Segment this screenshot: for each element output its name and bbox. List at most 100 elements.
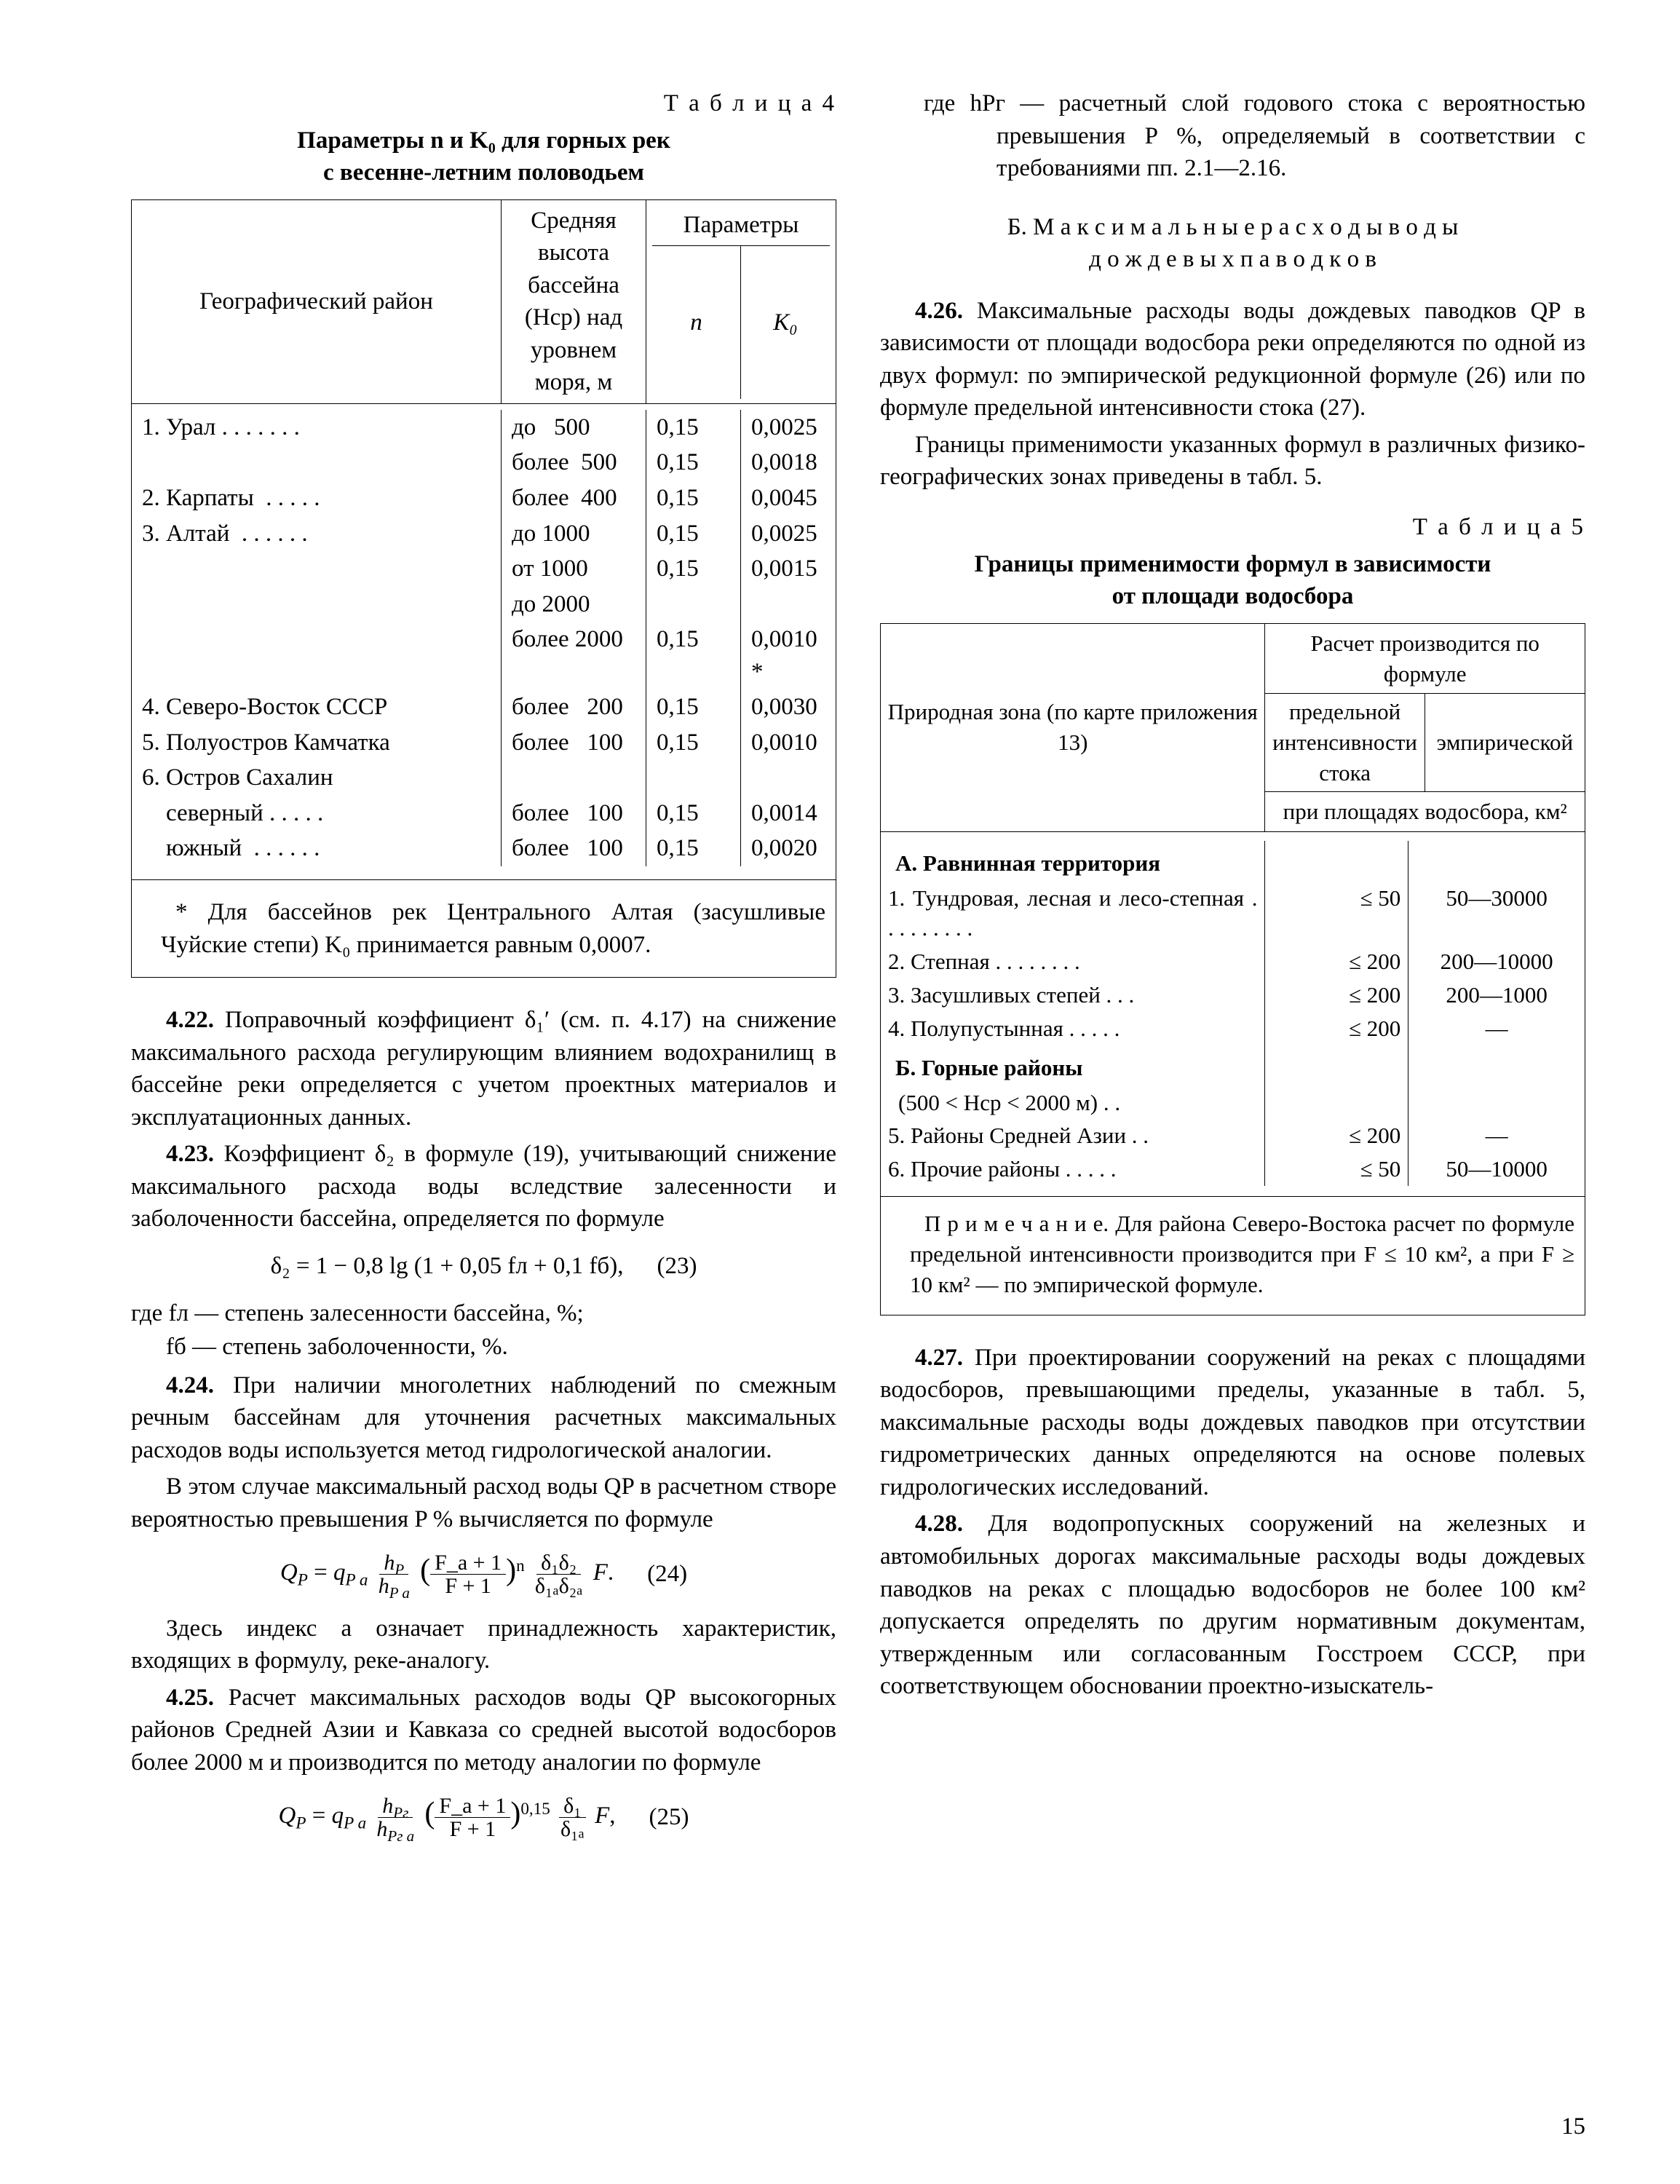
cell-k: 0,0025: [741, 410, 836, 446]
cell-limit: ≤ 200: [1264, 1012, 1408, 1045]
table4-h-geo: Географический район: [132, 200, 501, 403]
f25-exp: 0,15: [520, 1799, 550, 1818]
table5: Природная зона (по карте приложения 13) …: [880, 623, 1585, 1315]
cell-height: более 500: [501, 445, 646, 480]
def-hpg: где hPг — расчетный слой годового стока …: [880, 87, 1585, 185]
cell-empir: 200—10000: [1408, 945, 1585, 978]
para-4-24a-text: При наличии многолетних наблюдений по см…: [131, 1372, 836, 1463]
cell-geo: 5. Полуостров Камчатка: [132, 725, 501, 761]
para-4-28: 4.28. Для водопропускных сооружений на ж…: [880, 1508, 1585, 1702]
cell-empir: —: [1408, 1119, 1585, 1152]
table4-footnote: * Для бассейнов рек Центрального Алтая (…: [132, 879, 836, 977]
cell-n: [646, 760, 741, 796]
cell-n: 0,15: [646, 410, 741, 446]
f24-paren-den: F + 1: [440, 1575, 496, 1598]
table-row: более 5000,150,0018: [132, 445, 836, 480]
table5-section: Б. Горные районы: [881, 1045, 1264, 1086]
cell-k: 0,0015: [741, 551, 836, 587]
table-row: до 2000: [132, 587, 836, 622]
page: Т а б л и ц а 4 Параметры n и K₀ для гор…: [0, 0, 1680, 2184]
table-row: от 10000,150,0015: [132, 551, 836, 587]
table5-body: А. Равнинная территория1. Тундровая, лес…: [881, 832, 1585, 1196]
table4-body: 1. Урал . . . . . . .до 5000,150,0025бол…: [132, 404, 836, 879]
para-4-27-text: При проектировании сооружений на реках с…: [880, 1345, 1585, 1500]
f24-dfrac-num: δ₁δ₂: [536, 1551, 581, 1575]
cell-geo: 2. Карпаты . . . . .: [132, 480, 501, 516]
table-row: более 20000,150,0010 *: [132, 622, 836, 689]
table5-h-area: при площадях водосбора, км²: [1265, 791, 1585, 831]
cell-n: 0,15: [646, 796, 741, 831]
para-4-25: 4.25. Расчет максимальных расходов воды …: [131, 1682, 836, 1779]
table-row: 4. Северо-Восток СССРболее 2000,150,0030: [132, 689, 836, 725]
left-column: Т а б л и ц а 4 Параметры n и K₀ для гор…: [131, 87, 836, 2126]
cell-zone: 5. Районы Средней Азии . .: [881, 1119, 1264, 1152]
cell-limit: ≤ 50: [1264, 882, 1408, 946]
para-4-24a: 4.24. При наличии многолетних наблюдений…: [131, 1369, 836, 1467]
f25-dfrac-den: δ₁ₐ: [556, 1818, 589, 1841]
cell-geo: южный . . . . . .: [132, 831, 501, 866]
para-4-25-text: Расчет максимальных расходов воды QP выс…: [131, 1685, 836, 1776]
para-4-27: 4.27. При проектировании сооружений на р…: [880, 1342, 1585, 1504]
table5-title-l1: Границы применимости формул в зависимост…: [975, 551, 1491, 577]
table5-header: Природная зона (по карте приложения 13) …: [881, 624, 1585, 832]
table4: Географический район Средняя высота басс…: [131, 199, 836, 978]
table5-h-zone: Природная зона (по карте приложения 13): [881, 624, 1264, 831]
table5-h-right: Расчет производится по формуле предельно…: [1264, 624, 1585, 831]
cell-k: 0,0020: [741, 831, 836, 866]
para-4-23: 4.23. Коэффициент δ₂ в формуле (19), учи…: [131, 1138, 836, 1235]
cell-n: 0,15: [646, 689, 741, 725]
cell-zone: 4. Полупустынная . . . . .: [881, 1012, 1264, 1045]
cell-height: более 100: [501, 725, 646, 761]
table4-h-k: K₀: [741, 246, 830, 399]
cell-zone: 6. Прочие районы . . . . .: [881, 1152, 1264, 1186]
cell-n: 0,15: [646, 622, 741, 689]
cell-height: до 500: [501, 410, 646, 446]
table-row: 5. Районы Средней Азии . .≤ 200—: [881, 1119, 1585, 1152]
def-fb: fб — степень заболоченности, %.: [166, 1331, 836, 1364]
f25-dfrac-num: δ₁: [559, 1795, 586, 1819]
cell-empir: 200—1000: [1408, 978, 1585, 1012]
cell-n: 0,15: [646, 551, 741, 587]
cell-n: 0,15: [646, 445, 741, 480]
f25-paren-den: F + 1: [445, 1818, 501, 1841]
right-column: где hPг — расчетный слой годового стока …: [880, 87, 1585, 2126]
section-b-heading: Б. М а к с и м а л ь н ы е р а с х о д ы…: [880, 211, 1585, 276]
cell-empir: 50—30000: [1408, 882, 1585, 946]
para-4-26a: 4.26. Максимальные расходы воды дождевых…: [880, 295, 1585, 424]
table5-note: П р и м е ч а н и е. Для района Северо-В…: [881, 1196, 1585, 1315]
cell-n: 0,15: [646, 831, 741, 866]
table4-title-l1: Параметры n и K₀ для горных рек: [297, 127, 670, 154]
cell-n: 0,15: [646, 725, 741, 761]
cell-k: 0,0025: [741, 516, 836, 552]
table4-h-params: Параметры n K₀: [646, 200, 836, 403]
table4-h-height: Средняя высота бассейна (Hср) над уровне…: [501, 200, 646, 403]
table5-label: Т а б л и ц а 5: [880, 511, 1585, 544]
section-b-l2: д о ж д е в ы х п а в о д к о в: [1089, 246, 1376, 272]
para-4-23-text: Коэффициент δ₂ в формуле (19), учитывающ…: [131, 1141, 836, 1232]
cell-n: 0,15: [646, 516, 741, 552]
para-4-26b: Границы применимости указанных формул в …: [880, 429, 1585, 494]
table4-label: Т а б л и ц а 4: [131, 87, 836, 120]
cell-height: более 2000: [501, 622, 646, 689]
cell-geo: северный . . . . .: [132, 796, 501, 831]
formula-24-num: (24): [647, 1558, 687, 1591]
para-4-22-text: Поправочный коэффициент δ₁′ (см. п. 4.17…: [131, 1007, 836, 1131]
table4-h-n: n: [652, 246, 741, 399]
table-row: 1. Урал . . . . . . .до 5000,150,0025: [132, 410, 836, 446]
formula-23: δ₂ = 1 − 0,8 lg (1 + 0,05 fл + 0,1 fб), …: [131, 1250, 836, 1283]
cell-k: 0,0045: [741, 480, 836, 516]
cell-zone: 2. Степная . . . . . . . .: [881, 945, 1264, 978]
cell-n: 0,15: [646, 480, 741, 516]
formula-24: QP = qP a hP hP a ( F_a + 1 F + 1 )n δ₁δ…: [131, 1550, 836, 1597]
cell-geo: [132, 551, 501, 587]
para-4-26a-text: Максимальные расходы воды дождевых павод…: [880, 298, 1585, 422]
cell-zone: 1. Тундровая, лесная и лесо-степная . . …: [881, 882, 1264, 946]
formula-23-num: (23): [657, 1250, 697, 1283]
table5-h-empir: эмпирической: [1425, 694, 1585, 791]
table5-title: Границы применимости формул в зависимост…: [880, 548, 1585, 613]
cell-n: [646, 587, 741, 622]
page-number: 15: [1561, 2113, 1585, 2140]
cell-k: 0,0010: [741, 725, 836, 761]
cell-geo: [132, 445, 501, 480]
cell-hrange: (500 < Hср < 2000 м) . .: [881, 1086, 1264, 1120]
